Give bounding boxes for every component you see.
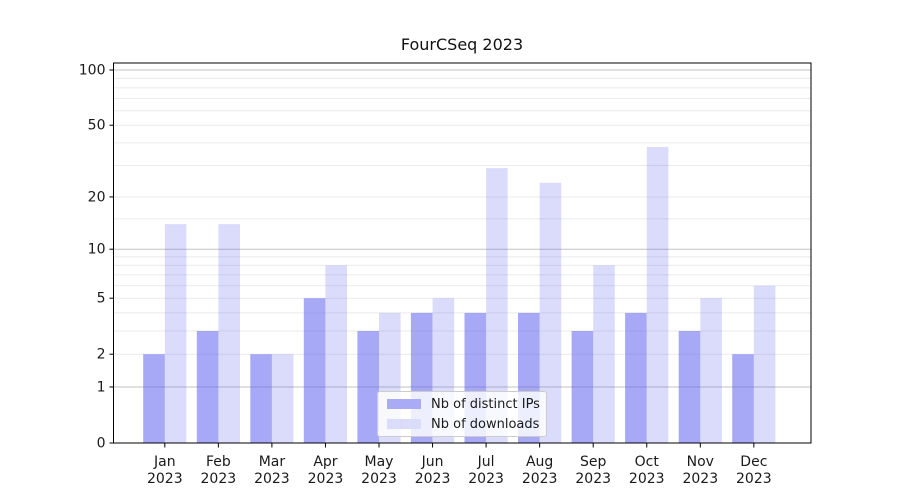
x-tick-label-year: 2023 — [629, 471, 665, 487]
x-tick-label-year: 2023 — [682, 471, 718, 487]
x-tick-label-year: 2023 — [308, 471, 344, 487]
x-tick-label-month: Jan — [153, 454, 176, 470]
x-tick-label-year: 2023 — [522, 471, 558, 487]
y-tick-label: 20 — [88, 189, 106, 205]
x-tick-label-year: 2023 — [575, 471, 611, 487]
legend-item-distinct-ips: Nb of distinct IPs — [387, 396, 546, 413]
bar-apr-2023-nb-of-distinct-ips — [303, 298, 326, 443]
x-tick-label-month: Jun — [421, 454, 444, 470]
bar-feb-2023-nb-of-downloads — [218, 224, 240, 443]
x-tick-label-month: Apr — [313, 454, 337, 470]
legend-label-distinct-ips: Nb of distinct IPs — [431, 396, 540, 412]
bar-oct-2023-nb-of-downloads — [646, 146, 669, 443]
bar-jan-2023-nb-of-distinct-ips — [143, 354, 165, 443]
bar-jul-2023-nb-of-downloads — [486, 168, 508, 443]
y-tick-label: 2 — [97, 347, 106, 363]
legend: Nb of distinct IPs Nb of downloads — [377, 391, 547, 437]
bar-jan-2023-nb-of-downloads — [164, 224, 187, 443]
axes-spines — [113, 62, 812, 444]
chart-title: FourCSeq 2023 — [400, 35, 524, 54]
x-tick-label-year: 2023 — [147, 471, 183, 487]
x-tick-label-month: Aug — [526, 454, 553, 470]
x-tick-label-month: Oct — [635, 454, 660, 470]
x-tick-label-month: Jul — [477, 454, 495, 470]
x-tick-label-month: Nov — [687, 454, 714, 470]
bar-oct-2023-nb-of-distinct-ips — [625, 312, 647, 443]
x-tick-label-month: Dec — [740, 454, 767, 470]
x-tick-label-year: 2023 — [736, 471, 772, 487]
y-tick-label: 1 — [97, 379, 106, 395]
y-tick-label: 100 — [79, 63, 106, 79]
bar-mar-2023-nb-of-downloads — [271, 354, 294, 443]
bar-feb-2023-nb-of-distinct-ips — [196, 331, 219, 443]
x-tick-label-year: 2023 — [201, 471, 237, 487]
y-tick-label: 5 — [97, 291, 106, 307]
bar-may-2023-nb-of-distinct-ips — [357, 331, 379, 443]
x-tick-label-year: 2023 — [415, 471, 451, 487]
legend-swatch-distinct-ips — [387, 399, 421, 409]
y-tick-label: 0 — [97, 436, 106, 452]
bar-apr-2023-nb-of-downloads — [325, 265, 347, 443]
legend-item-downloads: Nb of downloads — [387, 416, 546, 433]
bar-sep-2023-nb-of-distinct-ips — [571, 331, 594, 443]
y-tick-label: 50 — [88, 118, 106, 134]
x-tick-label-month: Sep — [580, 454, 607, 470]
bar-sep-2023-nb-of-downloads — [593, 265, 615, 443]
x-tick-label-year: 2023 — [468, 471, 504, 487]
bar-mar-2023-nb-of-distinct-ips — [250, 354, 272, 443]
bar-dec-2023-nb-of-distinct-ips — [732, 354, 754, 443]
bar-nov-2023-nb-of-downloads — [700, 298, 722, 443]
bar-nov-2023-nb-of-distinct-ips — [678, 331, 701, 443]
y-tick-label: 10 — [88, 242, 106, 258]
x-tick-label-year: 2023 — [361, 471, 397, 487]
bar-aug-2023-nb-of-downloads — [539, 182, 562, 444]
x-tick-label-month: Feb — [206, 454, 231, 470]
x-tick-label-month: May — [365, 454, 394, 470]
legend-swatch-downloads — [387, 419, 421, 429]
x-tick-label-year: 2023 — [254, 471, 290, 487]
legend-label-downloads: Nb of downloads — [431, 416, 540, 432]
bar-dec-2023-nb-of-downloads — [753, 285, 776, 443]
x-tick-label-month: Mar — [259, 454, 286, 470]
